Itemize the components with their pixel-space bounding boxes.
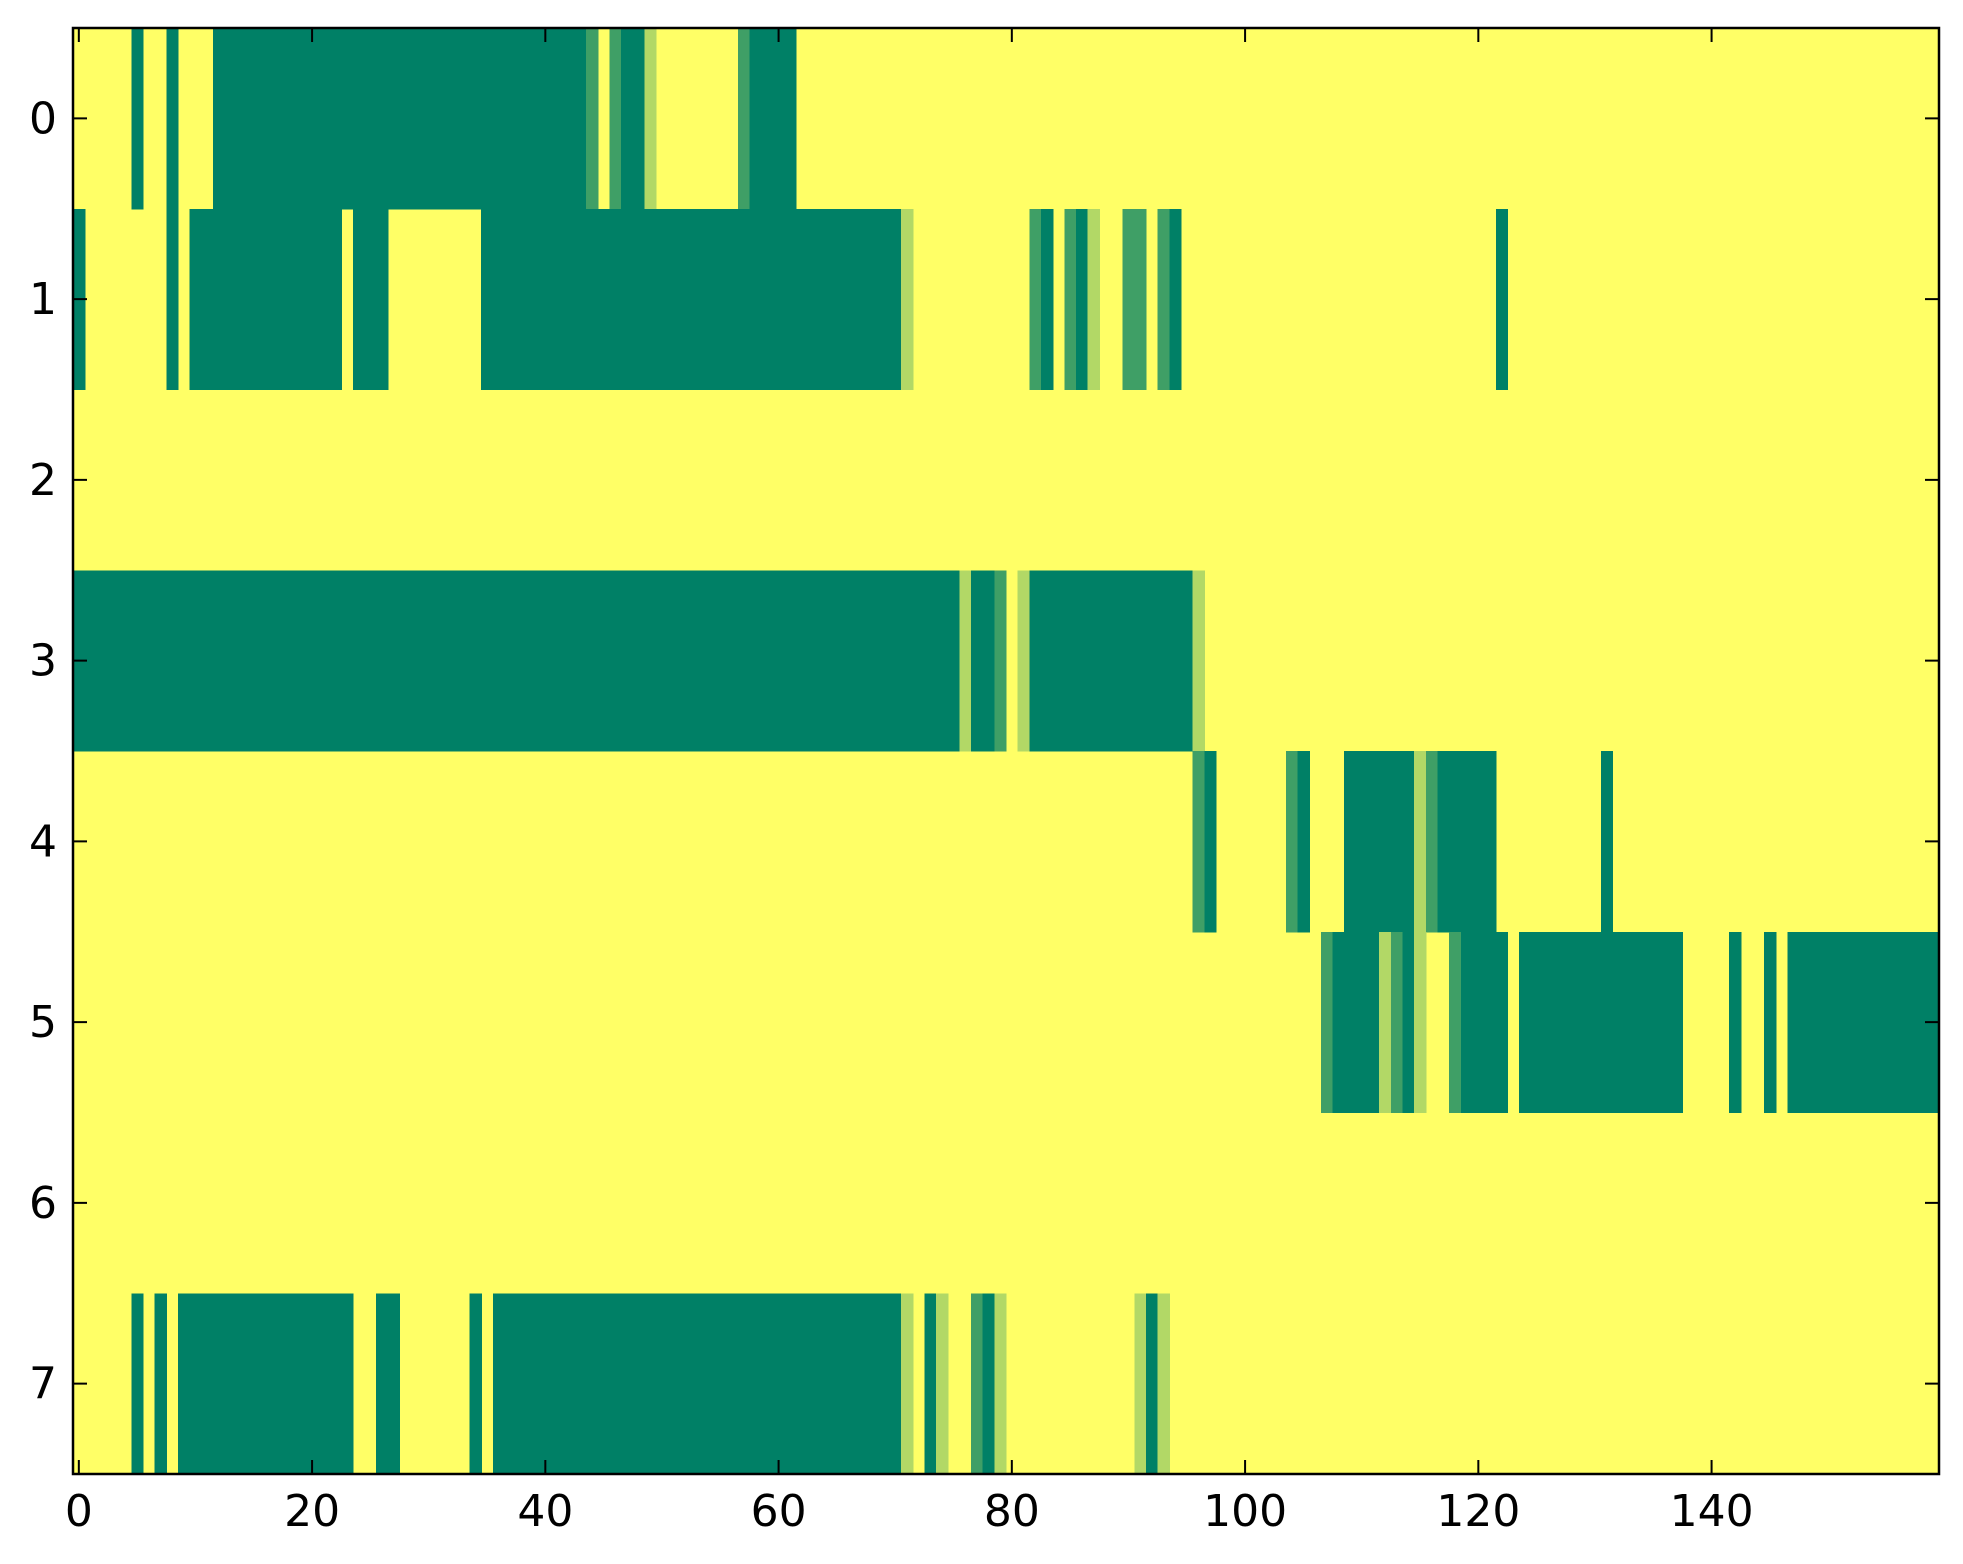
heatmap-cell-row-7 [131,1293,144,1475]
heatmap-cell-row-7 [971,1293,984,1475]
heatmap-cell-row-7 [177,1293,354,1475]
y-tick-label: 6 [29,1178,57,1229]
x-tick-label: 80 [984,1486,1040,1537]
heatmap-cell-row-1 [1064,208,1077,391]
y-tick-label: 0 [29,93,57,144]
heatmap-cell-row-7 [1134,1293,1147,1475]
heatmap-cell-row-1 [1169,208,1182,391]
heatmap-cells [73,28,1940,1475]
heatmap-cell-row-0 [609,28,622,210]
heatmap-cell-row-5 [1460,931,1509,1114]
heatmap-cell-row-5 [1390,931,1404,1114]
heatmap-cell-row-0 [644,28,657,210]
x-tick-label: 20 [284,1486,340,1537]
heatmap-cell-row-7 [924,1293,937,1475]
heatmap-cell-row-7 [154,1293,167,1475]
heatmap-cell-row-0 [166,28,179,210]
heatmap-cell-row-7 [936,1293,949,1475]
heatmap-cell-row-5 [1414,931,1427,1114]
y-tick-label: 5 [29,997,57,1048]
x-axis-tick-labels: 0 20 40 60 80 100 120 140 [65,1486,1754,1537]
heatmap-cell-row-7 [469,1293,482,1475]
heatmap-cell-row-0 [586,28,599,210]
heatmap-cell-row-5 [1729,931,1742,1114]
heatmap-cell-row-5 [1320,931,1334,1114]
heatmap-cell-row-1 [1157,208,1170,391]
x-tick-label: 140 [1670,1486,1754,1537]
y-tick-label: 1 [29,274,57,325]
heatmap-cell-row-4 [1204,751,1217,933]
heatmap-cell-row-0 [749,28,797,210]
heatmap-cell-row-5 [1519,931,1684,1114]
heatmap-cell-row-3 [994,570,1007,752]
heatmap-cell-row-7 [492,1293,902,1475]
heatmap-cell-row-5 [1379,931,1392,1114]
heatmap-cell-row-5 [1787,931,1940,1114]
heatmap-cell-row-4 [1192,751,1205,933]
plot-frame [71,26,1941,1476]
heatmap-cell-row-1 [166,208,179,391]
x-tick-label: 60 [751,1486,807,1537]
heatmap-cell-row-5 [1764,931,1777,1114]
heatmap-cell-row-7 [376,1293,401,1475]
heatmap-cell-row-1 [481,208,902,391]
y-tick-label: 2 [29,455,57,506]
heatmap-cell-row-3 [971,570,995,752]
heatmap-cell-row-5 [1402,931,1415,1114]
heatmap-cell-row-4 [1600,751,1614,933]
heatmap-cell-row-4 [1297,751,1310,933]
y-axis-tick-labels: 0 1 2 3 4 5 6 7 [29,93,57,1409]
heatmap-cell-row-7 [901,1293,914,1475]
heatmap-cell-row-4 [1285,751,1299,933]
plot-area [71,26,1941,1476]
x-tick-label: 120 [1436,1486,1520,1537]
x-tick-label: 40 [517,1486,573,1537]
heatmap-cell-row-1 [1029,208,1042,391]
heatmap-cell-row-4 [1437,751,1497,933]
heatmap-cell-row-3 [959,570,972,752]
y-tick-label: 7 [29,1359,57,1410]
heatmap-cell-row-1 [1122,208,1147,391]
axis-ticks [73,28,1939,1474]
heatmap-cell-row-4 [1414,751,1427,933]
x-tick-label: 0 [65,1486,93,1537]
heatmap-cell-row-1 [901,208,914,391]
y-tick-label: 4 [29,816,57,867]
heatmap-cell-row-1 [1040,208,1054,391]
heatmap-cell-row-1 [352,208,389,391]
heatmap-cell-row-1 [1075,208,1089,391]
heatmap-cell-row-3 [1017,570,1030,752]
heatmap-cell-row-3 [1029,570,1194,752]
heatmap-cell-row-7 [1157,1293,1170,1475]
heatmap-cell-row-7 [994,1293,1007,1475]
heatmap-cell-row-1 [189,208,342,391]
heatmap-cell-row-0 [737,28,751,210]
heatmap-cell-row-7 [982,1293,995,1475]
heatmap-cell-row-5 [1449,931,1462,1114]
heatmap-cell-row-3 [73,570,960,752]
heatmap-cell-row-4 [1425,751,1439,933]
heatmap-cell-row-4 [1344,751,1415,933]
heatmap-cell-row-0 [621,28,646,210]
heatmap-cell-row-0 [212,28,587,210]
heatmap-cell-row-1 [1495,208,1509,391]
x-tick-label: 100 [1203,1486,1287,1537]
heatmap-cell-row-0 [131,28,144,210]
heatmap-cell-row-1 [1087,208,1100,391]
heatmap-cell-row-7 [1145,1293,1159,1475]
heatmap-cell-row-5 [1332,931,1380,1114]
heatmap-cell-row-3 [1192,570,1205,752]
y-tick-label: 3 [29,636,57,687]
